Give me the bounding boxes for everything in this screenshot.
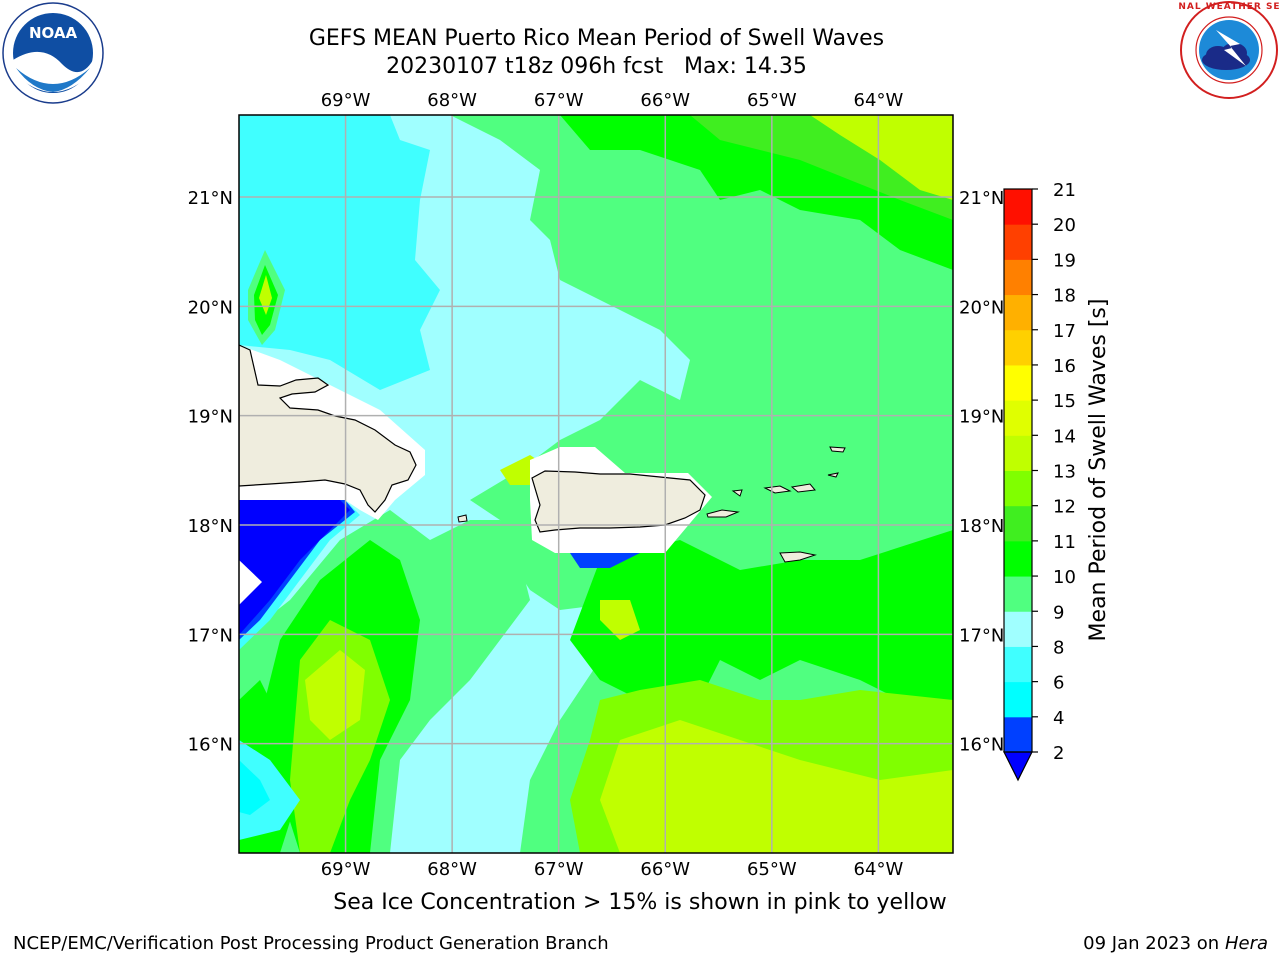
colorbar-segment bbox=[1004, 716, 1032, 753]
lat-label-left: 16°N bbox=[188, 735, 233, 756]
colorbar-tick-label: 21 bbox=[1053, 180, 1076, 201]
sea-ice-note: Sea Ice Concentration > 15% is shown in … bbox=[333, 890, 947, 915]
noaa-logo-text: NOAA bbox=[29, 24, 78, 42]
hispaniola-land bbox=[239, 344, 417, 513]
map-gridlines bbox=[239, 115, 953, 853]
colorbar-segment bbox=[1004, 540, 1032, 577]
lat-label-left: 20°N bbox=[188, 297, 233, 318]
colorbar-tick-label: 10 bbox=[1053, 567, 1076, 588]
colorbar-tick-label: 17 bbox=[1053, 321, 1076, 342]
colorbar-segment bbox=[1004, 400, 1032, 436]
colorbar-tick-label: 18 bbox=[1053, 286, 1076, 307]
puerto-rico-land bbox=[531, 470, 706, 533]
colorbar-segment bbox=[1004, 505, 1032, 542]
lat-label-right: 21°N bbox=[959, 188, 1004, 209]
lon-label-bottom: 69°W bbox=[321, 859, 371, 880]
colorbar-tick-label: 2 bbox=[1053, 743, 1064, 764]
lat-label-right: 20°N bbox=[959, 297, 1004, 318]
colorbar-tick-label: 16 bbox=[1053, 356, 1076, 377]
lat-label-right: 18°N bbox=[959, 516, 1004, 537]
colorbar: 2 4 6 8 9 10 11 12 13 14 15 16 17 18 19 20 21 bbox=[1003, 180, 1076, 782]
lon-label-top: 68°W bbox=[427, 90, 477, 111]
colorbar-tick-label: 4 bbox=[1053, 708, 1064, 729]
colorbar-segment bbox=[1004, 294, 1032, 331]
lat-label-left: 21°N bbox=[188, 188, 233, 209]
noaa-logo-icon: NOAA bbox=[2, 2, 104, 104]
colorbar-segment bbox=[1004, 681, 1032, 718]
colorbar-tick-label: 6 bbox=[1053, 673, 1064, 694]
colorbar-segment bbox=[1004, 611, 1032, 647]
colorbar-tick-label: 8 bbox=[1053, 637, 1064, 658]
colorbar-tick-label: 20 bbox=[1053, 215, 1076, 236]
colorbar-segment bbox=[1004, 364, 1032, 401]
colorbar-segment bbox=[1004, 189, 1032, 225]
colorbar-tick-label: 14 bbox=[1053, 426, 1076, 447]
colorbar-segment bbox=[1004, 576, 1032, 612]
contour-field bbox=[239, 115, 953, 853]
colorbar-tick-label: 9 bbox=[1053, 602, 1064, 623]
lon-label-bottom: 68°W bbox=[427, 859, 477, 880]
footer-date: 09 Jan 2023 on Hera bbox=[1083, 933, 1268, 954]
colorbar-tick-label: 19 bbox=[1053, 250, 1076, 271]
colorbar-tick-label: 13 bbox=[1053, 462, 1076, 483]
lat-label-left: 17°N bbox=[188, 625, 233, 646]
lat-label-left: 19°N bbox=[188, 407, 233, 428]
lon-label-top: 66°W bbox=[640, 90, 690, 111]
lon-label-bottom: 65°W bbox=[747, 859, 797, 880]
colorbar-segment bbox=[1004, 329, 1032, 366]
colorbar-segment bbox=[1004, 224, 1032, 260]
map-subtitle-forecast: 20230107 t18z 096h fcst Max: 14.35 bbox=[386, 54, 807, 79]
latitude-labels-right: 21°N 20°N 19°N 18°N 17°N 16°N bbox=[959, 188, 1004, 756]
lon-label-bottom: 64°W bbox=[854, 859, 904, 880]
lon-label-bottom: 66°W bbox=[640, 859, 690, 880]
lon-label-top: 67°W bbox=[534, 90, 584, 111]
lat-label-right: 17°N bbox=[959, 625, 1004, 646]
colorbar-label: Mean Period of Swell Waves [s] bbox=[1086, 299, 1111, 642]
lon-label-top: 65°W bbox=[747, 90, 797, 111]
map-title: GEFS MEAN Puerto Rico Mean Period of Swe… bbox=[308, 26, 885, 51]
lat-label-left: 18°N bbox=[188, 516, 233, 537]
longitude-labels-top: 69°W 68°W 67°W 66°W 65°W 64°W bbox=[321, 90, 904, 111]
lat-label-right: 19°N bbox=[959, 407, 1004, 428]
colorbar-segment bbox=[1004, 435, 1032, 471]
colorbar-tick-label: 12 bbox=[1053, 497, 1076, 518]
footer-branch: NCEP/EMC/Verification Post Processing Pr… bbox=[13, 933, 609, 954]
map-frame bbox=[238, 114, 954, 854]
lon-label-bottom: 67°W bbox=[534, 859, 584, 880]
latitude-labels-left: 21°N 20°N 19°N 18°N 17°N 16°N bbox=[188, 188, 233, 756]
colorbar-under-arrow bbox=[1003, 751, 1033, 782]
lat-label-right: 16°N bbox=[959, 735, 1004, 756]
footer-date-text: 09 Jan 2023 on bbox=[1083, 933, 1225, 954]
colorbar-segment bbox=[1004, 259, 1032, 296]
colorbar-tick-label: 11 bbox=[1053, 532, 1076, 553]
colorbar-tick-label: 15 bbox=[1053, 391, 1076, 412]
nws-logo-text: NATIONAL WEATHER SERVICE bbox=[1178, 2, 1280, 12]
nws-logo-icon: NATIONAL WEATHER SERVICE bbox=[1178, 1, 1280, 99]
footer-machine: Hera bbox=[1224, 933, 1268, 954]
colorbar-segment bbox=[1004, 646, 1032, 683]
lon-label-top: 64°W bbox=[854, 90, 904, 111]
longitude-labels-bottom: 69°W 68°W 67°W 66°W 65°W 64°W bbox=[321, 859, 904, 880]
colorbar-segment bbox=[1004, 470, 1032, 507]
lon-label-top: 69°W bbox=[321, 90, 371, 111]
